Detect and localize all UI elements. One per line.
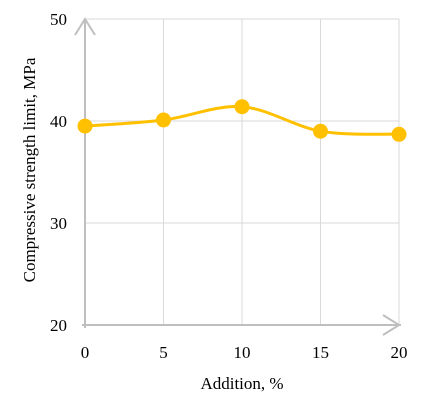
y-axis-arrowhead <box>74 17 96 36</box>
x-tick-label: 15 <box>312 343 329 362</box>
y-tick-label: 30 <box>50 214 67 233</box>
data-point <box>391 126 407 142</box>
x-tick-label: 20 <box>391 343 408 362</box>
x-tick-labels: 0 5 10 15 20 <box>81 343 408 362</box>
y-tick-labels: 20 30 40 50 <box>50 10 67 335</box>
x-tick-label: 0 <box>81 343 90 362</box>
y-tick-label: 40 <box>50 112 67 131</box>
data-point <box>313 123 328 139</box>
data-point <box>156 112 171 128</box>
x-axis-title: Addition, % <box>200 374 283 393</box>
data-point <box>234 99 250 115</box>
y-tick-label: 50 <box>50 10 67 29</box>
y-tick-label: 20 <box>50 316 67 335</box>
axis-arrows <box>74 17 401 336</box>
series-group <box>77 99 407 142</box>
x-tick-label: 10 <box>234 343 251 362</box>
data-point <box>77 118 93 134</box>
grid-lines <box>85 18 400 325</box>
x-axis-arrowhead <box>382 314 401 336</box>
y-axis-title: Compressive strength limit, MPa <box>20 57 39 282</box>
x-tick-label: 5 <box>159 343 168 362</box>
